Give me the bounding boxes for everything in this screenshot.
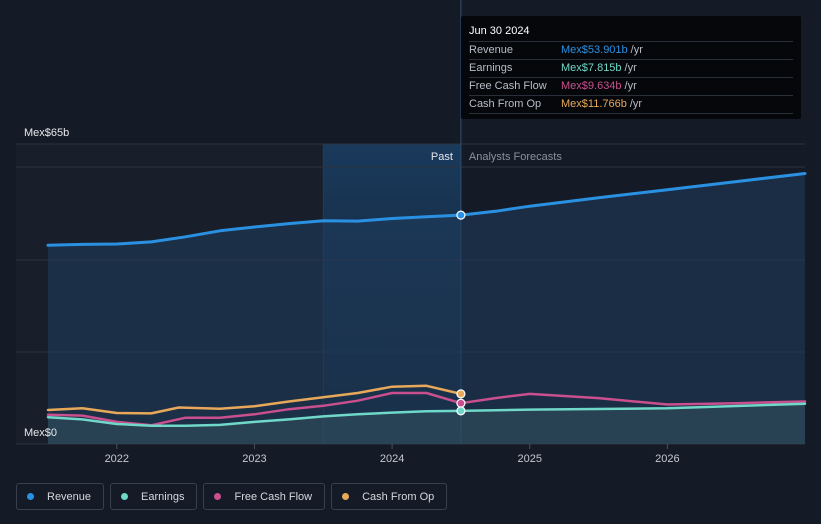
revenue-earnings-chart: Mex$65b Mex$0 Past Analysts Forecasts 2022 20… bbox=[16, 0, 807, 465]
tooltip-label: Earnings bbox=[469, 62, 513, 74]
revenue-line bbox=[46, 172, 807, 247]
forecast-label: Analysts Forecasts bbox=[469, 151, 562, 163]
tooltip-row-free-cash-flow: Free Cash Flow Mex$9.634b /yr bbox=[469, 77, 793, 95]
earnings-line bbox=[46, 402, 807, 427]
legend-earnings[interactable]: Earnings bbox=[110, 483, 198, 510]
tooltip-unit: /yr bbox=[630, 44, 643, 56]
data-point-marker bbox=[456, 406, 466, 416]
tooltip-value: Mex$11.766b bbox=[561, 98, 627, 110]
tooltip-unit: /yr bbox=[624, 62, 637, 74]
past-label: Past bbox=[431, 151, 453, 163]
tooltip-unit: /yr bbox=[624, 80, 637, 92]
legend-dot-icon bbox=[121, 493, 129, 500]
revenue-area bbox=[48, 173, 805, 444]
legend-label: Free Cash Flow bbox=[234, 490, 313, 503]
tooltip-date: Jun 30 2024 bbox=[469, 25, 530, 37]
legend-label: Earnings bbox=[141, 490, 185, 503]
chart-legend: Revenue Earnings Free Cash Flow Cash Fro… bbox=[16, 483, 448, 510]
legend-revenue[interactable]: Revenue bbox=[16, 483, 105, 510]
x-tick-label: 2023 bbox=[242, 453, 266, 465]
legend-dot-icon bbox=[214, 493, 222, 500]
tooltip-label: Cash From Op bbox=[469, 98, 542, 110]
y-axis-min-label: Mex$0 bbox=[24, 427, 57, 439]
earnings-area bbox=[48, 403, 805, 444]
legend-dot-icon bbox=[342, 493, 350, 500]
tooltip-value: Mex$53.901b bbox=[561, 44, 628, 56]
data-point-marker bbox=[456, 210, 466, 220]
legend-dot-icon bbox=[27, 493, 34, 500]
x-tick-label: 2025 bbox=[517, 453, 541, 465]
chart-tooltip: Jun 30 2024 Revenue Mex$53.901b /yr Earn… bbox=[461, 16, 801, 119]
x-tick-label: 2022 bbox=[105, 453, 129, 465]
y-axis-max-label: Mex$65b bbox=[24, 127, 69, 139]
data-point-marker bbox=[456, 398, 466, 408]
tooltip-row-revenue: Revenue Mex$53.901b /yr bbox=[469, 41, 793, 59]
legend-cash-from-op[interactable]: Cash From Op bbox=[331, 483, 448, 510]
tooltip-label: Revenue bbox=[469, 44, 514, 56]
legend-label: Cash From Op bbox=[362, 490, 435, 503]
cash-from-op-line bbox=[46, 384, 463, 415]
legend-free-cash-flow[interactable]: Free Cash Flow bbox=[203, 483, 326, 510]
tooltip-unit: /yr bbox=[629, 98, 643, 110]
tooltip-row-earnings: Earnings Mex$7.815b /yr bbox=[469, 59, 793, 77]
legend-label: Revenue bbox=[47, 490, 92, 503]
tooltip-row-cash-from-op: Cash From Op Mex$11.766b /yr bbox=[469, 95, 793, 114]
tooltip-value: Mex$7.815b bbox=[561, 62, 622, 74]
x-tick-label: 2026 bbox=[655, 453, 679, 465]
data-point-marker bbox=[456, 389, 466, 399]
tooltip-label: Free Cash Flow bbox=[469, 80, 547, 92]
tooltip-value: Mex$9.634b bbox=[561, 80, 622, 92]
x-tick-label: 2024 bbox=[380, 453, 404, 465]
